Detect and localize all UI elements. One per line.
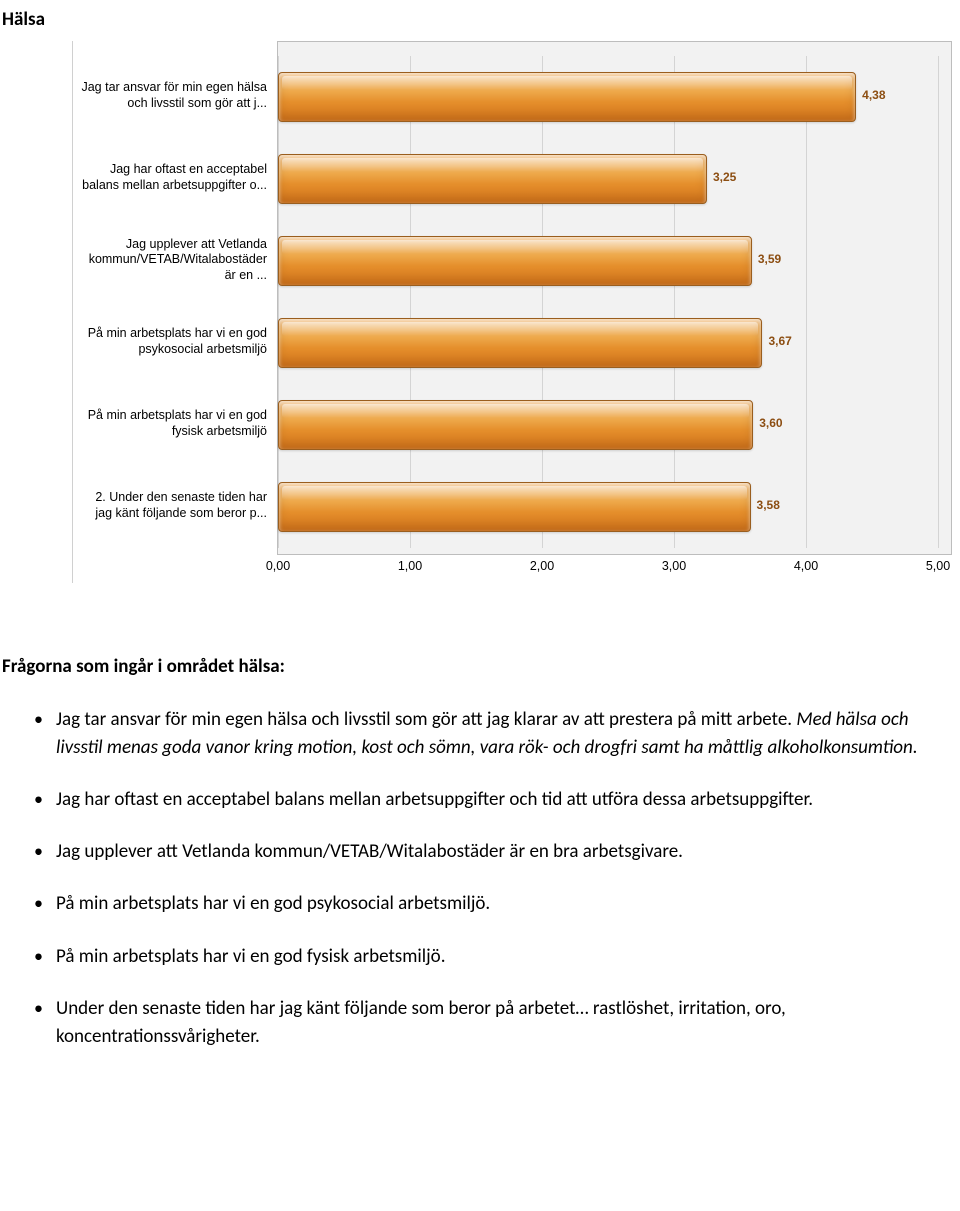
chart-y-label: På min arbetsplats har vi en god fysisk … [79,383,271,465]
question-text: Jag upplever att Vetlanda kommun/VETAB/W… [56,840,683,863]
chart-bar [278,318,762,368]
questions-list: Jag tar ansvar för min egen hälsa och li… [2,706,958,1051]
chart-bar-value: 3,58 [757,498,780,512]
chart-y-label: Jag har oftast en acceptabel balans mell… [79,137,271,219]
chart-bar-value: 4,38 [862,88,885,102]
chart-bar [278,400,753,450]
question-text: Under den senaste tiden har jag känt föl… [56,997,786,1048]
question-text: På min arbetsplats har vi en god fysisk … [56,945,446,968]
chart-bar-row: 4,38 [278,56,941,138]
chart-x-tick: 3,00 [662,559,686,573]
chart-y-labels: Jag tar ansvar för min egen hälsa och li… [73,41,277,555]
questions-section: Frågorna som ingår i området hälsa: Jag … [2,655,958,1051]
chart-y-label: 2. Under den senaste tiden har jag känt … [79,465,271,547]
chart-y-label: Jag tar ansvar för min egen hälsa och li… [79,55,271,137]
chart-bar-row: 3,59 [278,220,941,302]
question-item: Jag tar ansvar för min egen hälsa och li… [38,706,958,762]
health-chart: Jag tar ansvar för min egen hälsa och li… [72,41,952,583]
question-text: På min arbetsplats har vi en god psykoso… [56,892,490,915]
chart-body: Jag tar ansvar för min egen hälsa och li… [73,41,952,555]
chart-x-axis: 0,00 1,00 2,00 3,00 4,00 5,00 [73,559,952,583]
chart-y-label: Jag upplever att Vetlanda kommun/VETAB/W… [79,219,271,301]
questions-heading: Frågorna som ingår i området hälsa: [2,655,958,678]
chart-bar [278,482,751,532]
chart-bar-row: 3,67 [278,302,941,384]
chart-bar [278,154,707,204]
chart-bar-value: 3,25 [713,170,736,184]
page-title: Hälsa [2,8,960,31]
chart-x-tick: 1,00 [398,559,422,573]
chart-bar-row: 3,58 [278,466,941,548]
question-text: Jag har oftast en acceptabel balans mell… [56,788,813,811]
chart-bar-value: 3,67 [768,334,791,348]
chart-plot-area: 4,38 3,25 3,59 3,67 3,60 3,58 [277,41,952,555]
chart-x-tick: 0,00 [266,559,290,573]
chart-y-label: På min arbetsplats har vi en god psykoso… [79,301,271,383]
chart-x-tick: 5,00 [926,559,950,573]
question-item: På min arbetsplats har vi en god fysisk … [38,943,958,971]
chart-x-tick: 4,00 [794,559,818,573]
chart-bar-value: 3,59 [758,252,781,266]
question-text: Jag tar ansvar för min egen hälsa och li… [56,708,796,731]
question-item: Jag upplever att Vetlanda kommun/VETAB/W… [38,838,958,866]
chart-bar-value: 3,60 [759,416,782,430]
chart-bar [278,236,752,286]
chart-x-tick: 2,00 [530,559,554,573]
chart-plot-inner: 4,38 3,25 3,59 3,67 3,60 3,58 [278,56,941,548]
question-item: På min arbetsplats har vi en god psykoso… [38,890,958,918]
chart-bar [278,72,856,122]
question-item: Jag har oftast en acceptabel balans mell… [38,786,958,814]
question-item: Under den senaste tiden har jag känt föl… [38,995,958,1051]
chart-bar-row: 3,25 [278,138,941,220]
chart-bar-row: 3,60 [278,384,941,466]
